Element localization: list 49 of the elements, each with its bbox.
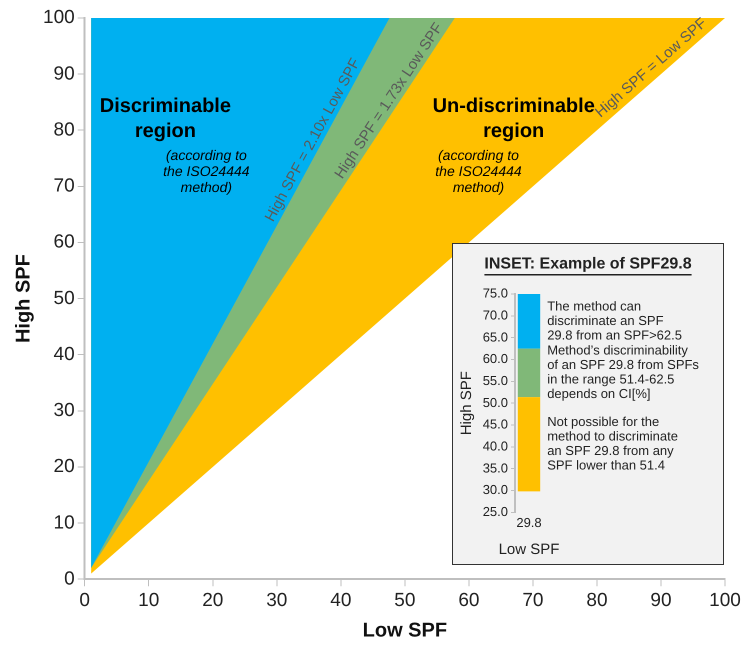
x-tick-label: 80 xyxy=(586,590,608,611)
y-tick-label: 20 xyxy=(54,456,75,478)
y-tick-label: 50.0 xyxy=(482,394,508,410)
annotation: Not possible for the method to discriminate an SPF 29.8 from any SPF lower than 51.4 xyxy=(547,414,678,473)
x-tick-label: 20 xyxy=(202,590,224,611)
y-tick-label: 10 xyxy=(54,512,75,534)
x-tick-label: 100 xyxy=(709,590,741,611)
annotation: (according to the ISO24444 method) xyxy=(163,147,250,196)
y-tick-label: 45.0 xyxy=(482,416,508,432)
x-tick-label: 60 xyxy=(458,590,480,611)
x-tick-label: 10 xyxy=(138,590,160,611)
y-tick-label: 50 xyxy=(54,288,75,309)
y-axis-title: High SPF xyxy=(458,371,476,436)
x-tick-label: 29.8 xyxy=(516,514,542,530)
annotation: Discriminable region xyxy=(100,95,231,142)
x-axis-title: Low SPF xyxy=(362,620,448,642)
y-tick-label: 60 xyxy=(54,232,75,253)
annotation: Method’s discriminability of an SPF 29.8 from SPFs in the range 51.4-62.5 depends on CI[%] xyxy=(547,342,700,402)
y-tick-label: 65.0 xyxy=(482,329,508,344)
bar xyxy=(518,397,540,492)
x-axis-title: Low SPF xyxy=(498,541,560,558)
x-tick-label: 0 xyxy=(79,590,90,611)
y-tick-label: 100 xyxy=(43,7,75,28)
annotation: Un-discriminable region xyxy=(432,95,595,142)
y-tick-label: 60.0 xyxy=(482,351,508,366)
bar xyxy=(518,348,540,398)
y-tick-label: 40.0 xyxy=(482,438,508,454)
y-tick-label: 90 xyxy=(54,63,75,84)
annotation: The method can discriminate an SPF 29.8 from an SPF>62.5 xyxy=(547,298,682,342)
y-axis-title: High SPF xyxy=(12,254,35,344)
y-tick-label: 30.0 xyxy=(482,482,508,498)
x-tick-label: 50 xyxy=(394,590,416,611)
y-tick-label: 80 xyxy=(54,119,75,140)
x-tick-label: 70 xyxy=(522,590,544,611)
y-tick-label: 25.0 xyxy=(482,504,508,519)
y-tick-label: 0 xyxy=(64,568,75,590)
y-tick-label: 40 xyxy=(54,344,75,365)
y-tick-label: 55.0 xyxy=(482,372,508,388)
x-tick-label: 30 xyxy=(266,590,288,611)
y-tick-label: 75.0 xyxy=(482,286,508,301)
y-tick-label: 35.0 xyxy=(482,460,508,476)
x-tick-label: 90 xyxy=(650,590,672,611)
y-tick-label: 70 xyxy=(54,176,75,197)
chart-title: INSET: Example of SPF29.8 xyxy=(484,255,692,272)
y-tick-label: 70.0 xyxy=(482,307,508,322)
y-tick-label: 30 xyxy=(54,400,75,422)
annotation: (according to the ISO24444 method) xyxy=(435,147,522,196)
bar xyxy=(518,294,540,349)
x-tick-label: 40 xyxy=(330,590,352,611)
